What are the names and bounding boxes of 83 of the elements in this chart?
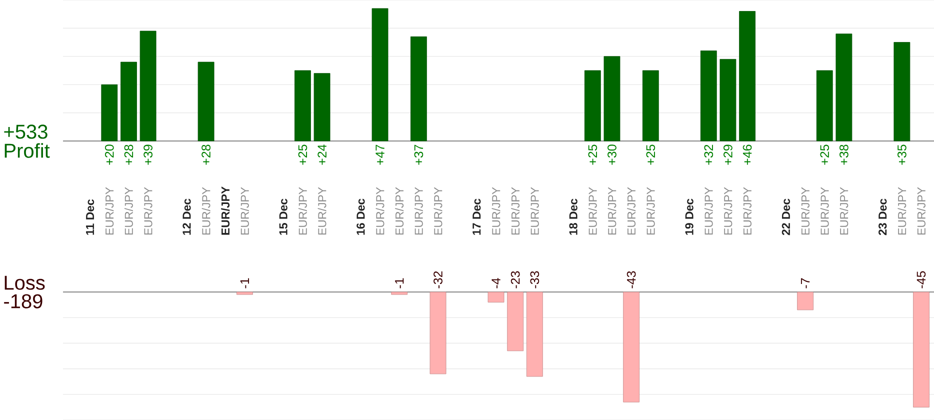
bar bbox=[140, 30, 156, 142]
data-label: +32 bbox=[704, 144, 714, 165]
data-label: +46 bbox=[742, 144, 752, 165]
bar bbox=[642, 70, 659, 142]
x-tick-label: 19 Dec bbox=[685, 198, 694, 235]
data-label: +37 bbox=[414, 144, 424, 165]
x-tick-label: EUR/JPY bbox=[530, 187, 539, 235]
data-label: -1 bbox=[240, 278, 250, 288]
bar bbox=[314, 73, 330, 142]
text: Profit bbox=[4, 143, 50, 158]
x-tick-label: EUR/JPY bbox=[801, 187, 810, 235]
x-tick-label: EUR/JPY bbox=[646, 187, 655, 235]
x-tick-label: EUR/JPY bbox=[376, 187, 384, 235]
x-tick-label: EUR/JPY bbox=[395, 187, 404, 235]
bar bbox=[198, 62, 214, 142]
x-tick-label: 22 Dec bbox=[782, 198, 790, 236]
bar bbox=[410, 36, 427, 142]
data-label: +39 bbox=[144, 144, 152, 165]
text: +533 bbox=[4, 124, 48, 139]
data-label: +28 bbox=[124, 144, 134, 165]
data-label: +29 bbox=[724, 144, 732, 165]
x-tick-label: EUR/JPY bbox=[704, 187, 713, 235]
x-tick-label: EUR/JPY bbox=[221, 186, 230, 235]
x-tick-label: EUR/JPY bbox=[511, 187, 520, 235]
bar bbox=[294, 70, 311, 142]
x-tick-label: EUR/JPY bbox=[820, 187, 829, 235]
x-tick-label: EUR/JPY bbox=[627, 187, 636, 235]
data-label: +25 bbox=[820, 144, 830, 165]
bar bbox=[101, 84, 118, 142]
bar bbox=[816, 70, 833, 142]
x-tick-label: EUR/JPY bbox=[318, 187, 326, 235]
data-label: -4 bbox=[492, 278, 500, 288]
bar bbox=[739, 11, 756, 142]
x-tick-label: EUR/JPY bbox=[240, 187, 249, 235]
data-label: +25 bbox=[588, 144, 598, 165]
x-tick-label: EUR/JPY bbox=[492, 187, 500, 235]
data-label: +38 bbox=[840, 144, 848, 165]
x-tick-label: EUR/JPY bbox=[202, 187, 210, 235]
data-label: -43 bbox=[626, 271, 636, 288]
data-label: -33 bbox=[530, 271, 540, 288]
data-label: -32 bbox=[434, 271, 442, 288]
x-tick-label: EUR/JPY bbox=[298, 187, 307, 235]
x-tick-label: EUR/JPY bbox=[144, 187, 152, 235]
x-tick-label: EUR/JPY bbox=[434, 187, 442, 235]
x-tick-label: 15 Dec bbox=[279, 198, 288, 235]
x-tick-label: 11 Dec bbox=[86, 199, 94, 235]
x-tick-label: EUR/JPY bbox=[124, 187, 133, 235]
x-tick-label: 17 Dec bbox=[472, 198, 481, 235]
data-label: +30 bbox=[608, 144, 616, 165]
x-tick-label: 23 Dec bbox=[878, 198, 887, 236]
x-tick-label: EUR/JPY bbox=[898, 187, 906, 235]
x-tick-label: EUR/JPY bbox=[917, 187, 926, 235]
data-label: -23 bbox=[510, 271, 520, 288]
x-tick-label: EUR/JPY bbox=[608, 187, 616, 235]
bar bbox=[700, 50, 717, 142]
bar bbox=[720, 59, 736, 142]
x-tick-label: EUR/JPY bbox=[588, 187, 597, 235]
data-label: +20 bbox=[104, 144, 114, 165]
data-label: +25 bbox=[646, 144, 656, 165]
x-tick-label: EUR/JPY bbox=[105, 187, 114, 235]
data-label: -45 bbox=[916, 271, 926, 288]
data-label: -1 bbox=[395, 278, 404, 288]
data-label: +28 bbox=[202, 144, 210, 165]
x-tick-label: EUR/JPY bbox=[743, 187, 752, 235]
x-tick-label: 12 Dec bbox=[182, 198, 191, 235]
bar bbox=[836, 34, 852, 142]
bar bbox=[604, 56, 620, 142]
data-label: +25 bbox=[298, 144, 308, 165]
text: -189 bbox=[4, 294, 42, 308]
x-tick-label: 18 Dec bbox=[569, 198, 578, 235]
x-tick-label: EUR/JPY bbox=[724, 187, 732, 235]
bar bbox=[584, 70, 601, 142]
x-tick-label: EUR/JPY bbox=[840, 187, 848, 235]
bar bbox=[372, 8, 388, 142]
data-label: -7 bbox=[800, 278, 810, 288]
text: Loss bbox=[4, 276, 45, 290]
bar bbox=[894, 42, 910, 142]
bar bbox=[120, 62, 137, 142]
data-label: +47 bbox=[376, 144, 384, 165]
x-tick-label: 16 Dec bbox=[356, 198, 365, 235]
data-label: +35 bbox=[898, 144, 906, 165]
data-label: +24 bbox=[318, 144, 326, 165]
x-tick-label: EUR/JPY bbox=[414, 187, 423, 235]
